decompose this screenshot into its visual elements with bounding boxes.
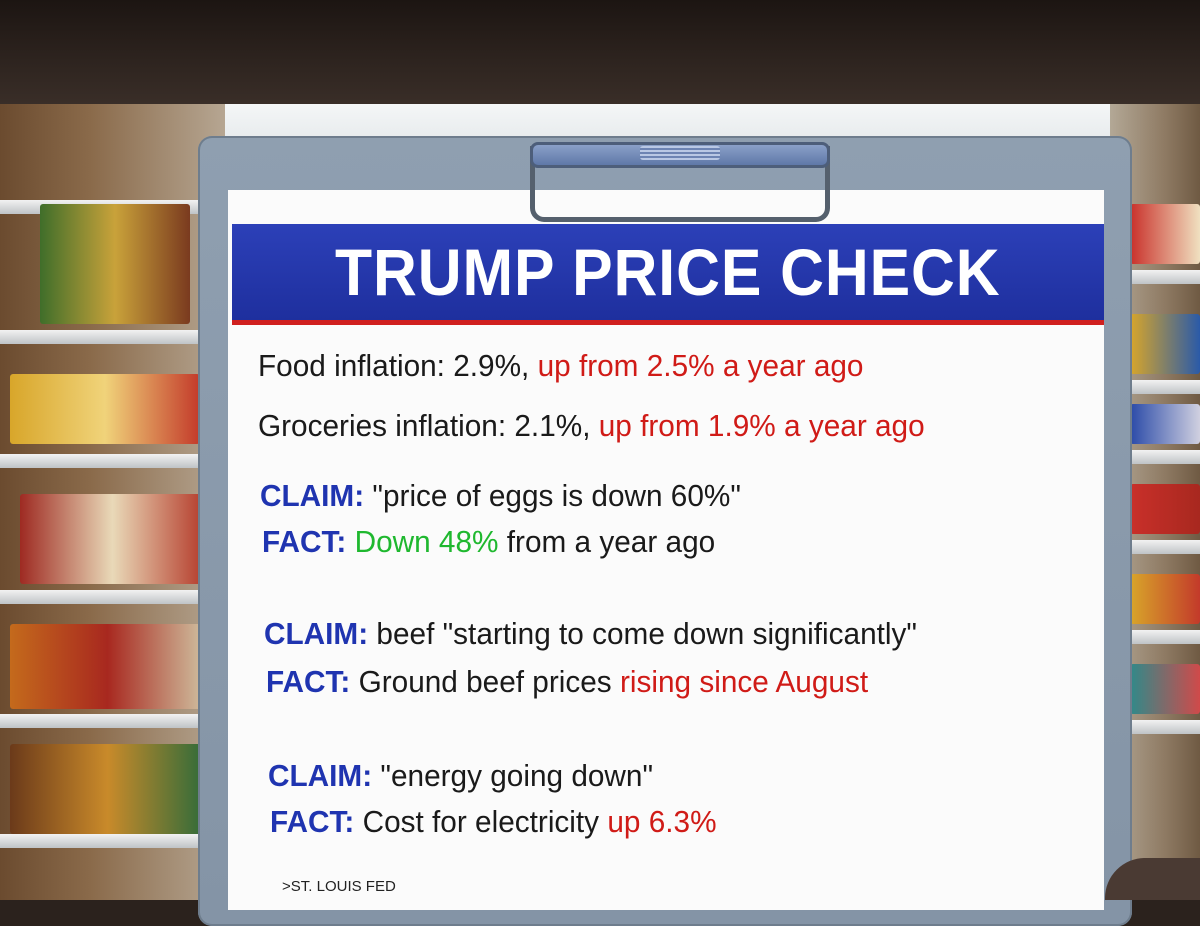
fact-text: from a year ago: [498, 524, 716, 559]
food-inflation-line: Food inflation: 2.9%, up from 2.5% a yea…: [258, 348, 863, 384]
claim-text: "energy going down": [372, 758, 654, 793]
energy-fact-line: FACT: Cost for electricity up 6.3%: [270, 804, 717, 840]
beef-claim-line: CLAIM: beef "starting to come down signi…: [264, 616, 917, 652]
left-shelves: [0, 104, 225, 900]
fact-highlight: up 6.3%: [607, 804, 717, 839]
fact-highlight: Down 48%: [346, 524, 499, 559]
claim-label: CLAIM:: [260, 478, 365, 513]
eggs-claim-line: CLAIM: "price of eggs is down 60%": [260, 478, 741, 514]
claim-label: CLAIM:: [264, 616, 369, 651]
fact-highlight: rising since August: [619, 664, 869, 699]
energy-claim-line: CLAIM: "energy going down": [268, 758, 653, 794]
groceries-inflation-line: Groceries inflation: 2.1%, up from 1.9% …: [258, 408, 925, 444]
fact-label: FACT:: [266, 664, 351, 699]
beef-fact-line: FACT: Ground beef prices rising since Au…: [266, 664, 868, 700]
claim-text: "price of eggs is down 60%": [364, 478, 741, 513]
groceries-inflation-text: Groceries inflation: 2.1%,: [258, 408, 599, 443]
fact-label: FACT:: [270, 804, 355, 839]
fact-label: FACT:: [262, 524, 347, 559]
clipboard-clip-wire: [530, 146, 830, 222]
title-banner: TRUMP PRICE CHECK: [232, 224, 1104, 325]
food-inflation-highlight: up from 2.5% a year ago: [537, 348, 864, 383]
eggs-fact-line: FACT: Down 48% from a year ago: [262, 524, 715, 560]
clipboard-clip-ridge: [640, 146, 720, 160]
foreground-object: [1105, 858, 1200, 900]
fact-text: Ground beef prices: [350, 664, 620, 699]
claim-text: beef "starting to come down significantl…: [368, 616, 917, 651]
claim-label: CLAIM:: [268, 758, 373, 793]
source-credit: >ST. LOUIS FED: [282, 878, 396, 895]
room-background: [0, 0, 1200, 110]
groceries-inflation-highlight: up from 1.9% a year ago: [598, 408, 925, 443]
food-inflation-text: Food inflation: 2.9%,: [258, 348, 538, 383]
fact-text: Cost for electricity: [354, 804, 608, 839]
page-title: TRUMP PRICE CHECK: [335, 235, 1001, 309]
